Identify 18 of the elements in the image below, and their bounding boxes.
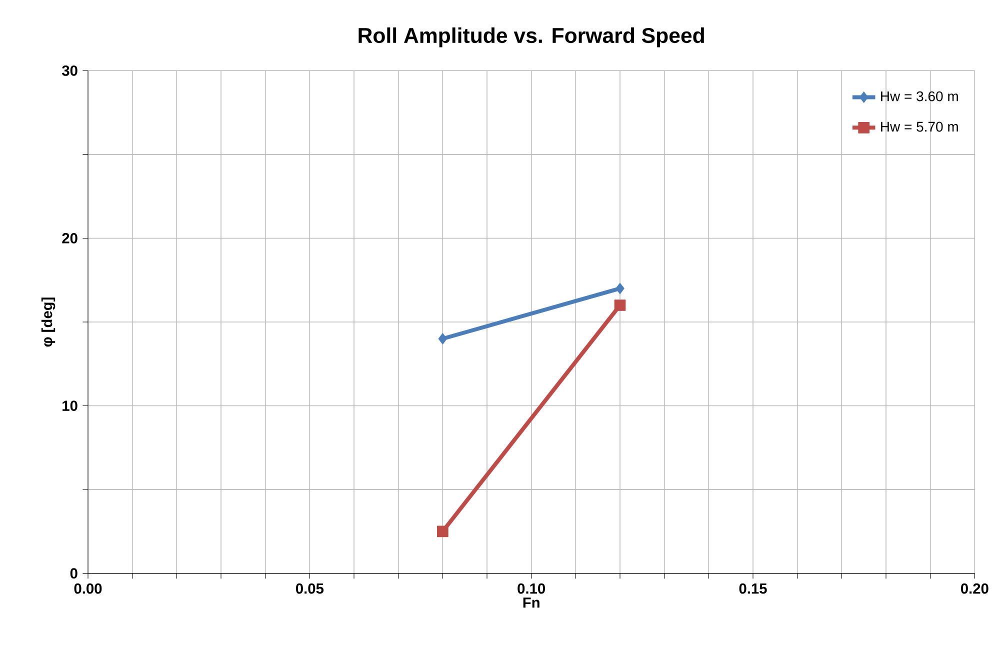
y-axis-title: φ [deg] xyxy=(41,298,56,347)
y-tick-label: 0 xyxy=(70,568,78,579)
legend-label: Hw = 3.60 m xyxy=(881,91,958,102)
point xyxy=(437,526,448,538)
y-tick-label: 20 xyxy=(62,233,78,244)
x-tick-label: 0.05 xyxy=(296,583,324,594)
point xyxy=(438,333,448,344)
x-tick-label: 0.15 xyxy=(739,583,767,594)
point xyxy=(616,282,624,294)
x-tick-label: 0.20 xyxy=(960,583,988,594)
legend-label: Hw = 5.70 m xyxy=(881,122,958,132)
x-tick-label: 0.00 xyxy=(74,583,102,594)
x-axis-title: Fn xyxy=(523,598,540,608)
chart-title: Roll Amplitude vs. Forward Speed xyxy=(358,27,704,48)
y-tick-label: 30 xyxy=(62,65,78,76)
x-tick-label: 0.10 xyxy=(518,583,545,594)
point xyxy=(614,300,626,311)
y-tick-label: 10 xyxy=(62,400,78,411)
